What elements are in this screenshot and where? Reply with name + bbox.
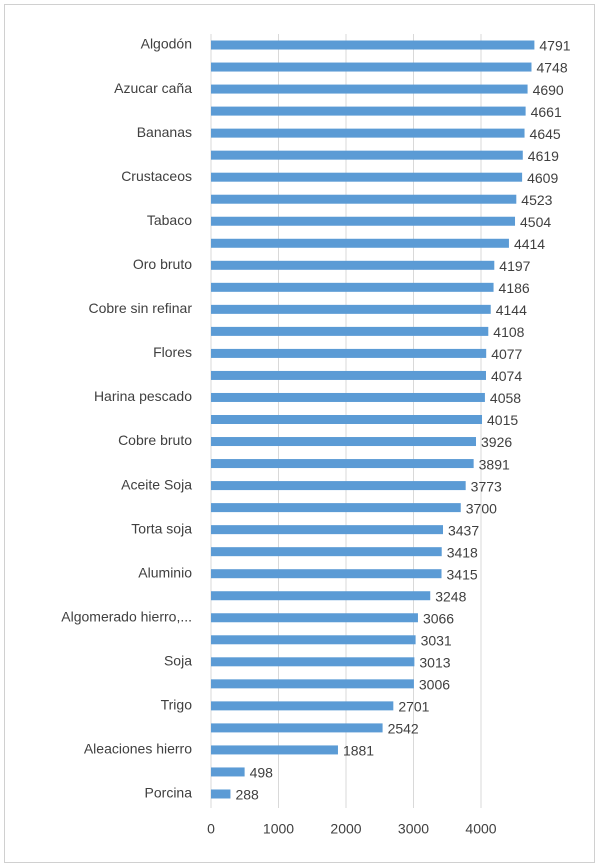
y-tick-label: Azucar caña — [114, 80, 192, 96]
y-tick-label: Flores — [153, 344, 192, 360]
data-label: 4414 — [514, 236, 545, 252]
bar — [211, 62, 532, 72]
data-label: 498 — [250, 765, 274, 781]
x-tick-label: 4000 — [465, 821, 496, 837]
bar — [211, 194, 517, 204]
bar — [211, 701, 394, 711]
bar — [211, 84, 528, 94]
data-label: 4609 — [527, 170, 558, 186]
bar — [211, 260, 495, 270]
x-tick-label: 1000 — [263, 821, 294, 837]
y-tick-label: Tabaco — [147, 212, 192, 228]
bar — [211, 503, 461, 513]
data-label: 3700 — [466, 500, 497, 516]
y-tick-label: Cobre bruto — [118, 432, 192, 448]
data-label: 4077 — [491, 346, 522, 362]
data-label: 4690 — [533, 82, 564, 98]
bar — [211, 415, 483, 424]
bar — [211, 40, 535, 50]
bar — [211, 789, 231, 799]
data-label: 4523 — [521, 192, 552, 208]
data-label: 3437 — [448, 522, 479, 538]
bar — [211, 525, 443, 535]
data-label: 3013 — [419, 655, 450, 671]
y-tick-label: Oro bruto — [133, 256, 192, 272]
x-tick-label: 3000 — [398, 821, 429, 837]
bar — [211, 547, 442, 557]
y-tick-label: Porcina — [145, 785, 193, 801]
y-tick-label: Aluminio — [138, 564, 192, 580]
bar — [211, 106, 526, 116]
data-label: 2701 — [398, 699, 429, 715]
x-tick-label: 2000 — [330, 821, 361, 837]
data-label: 4791 — [539, 38, 570, 54]
bar — [211, 481, 466, 491]
bar — [211, 723, 383, 733]
data-label: 4748 — [536, 60, 567, 76]
data-label: 3415 — [447, 566, 478, 582]
data-label: 3891 — [479, 456, 510, 472]
x-tick-label: 0 — [207, 821, 215, 837]
data-label: 4661 — [531, 104, 562, 120]
bar — [211, 657, 415, 667]
data-label: 4108 — [493, 324, 524, 340]
data-label: 4619 — [528, 148, 559, 164]
data-label: 4186 — [499, 280, 530, 296]
bar — [211, 326, 489, 336]
y-tick-label: Torta soja — [131, 520, 192, 536]
data-label: 2542 — [388, 721, 419, 737]
bar — [211, 172, 523, 182]
y-tick-label: Aleaciones hierro — [84, 741, 192, 757]
bar — [211, 392, 485, 402]
data-label: 4197 — [499, 258, 530, 274]
chart-frame — [4, 4, 595, 863]
bar — [211, 304, 491, 314]
bar — [211, 459, 474, 469]
y-tick-label: Cobre sin refinar — [89, 300, 193, 316]
bar — [211, 569, 442, 579]
y-tick-label: Trigo — [161, 697, 193, 713]
data-label: 3773 — [471, 478, 502, 494]
y-tick-label: Crustaceos — [121, 168, 192, 184]
data-label: 4504 — [520, 214, 551, 230]
bar — [211, 282, 494, 292]
bar — [211, 216, 516, 226]
data-label: 4074 — [491, 368, 522, 384]
bar — [211, 348, 487, 358]
bar — [211, 591, 431, 601]
data-label: 4645 — [530, 126, 561, 142]
data-label: 1881 — [343, 743, 374, 759]
y-tick-label: Algomerado hierro,... — [61, 608, 192, 624]
bar — [211, 745, 338, 755]
bar — [211, 128, 525, 138]
bar — [211, 150, 523, 160]
data-label: 288 — [235, 787, 259, 803]
bar — [211, 613, 418, 623]
data-label: 3066 — [423, 610, 454, 626]
y-tick-label: Algodón — [141, 36, 192, 52]
bar — [211, 767, 245, 777]
y-tick-label: Bananas — [137, 124, 192, 140]
data-label: 4144 — [496, 302, 527, 318]
y-tick-label: Harina pescado — [94, 388, 192, 404]
data-label: 3248 — [435, 588, 466, 604]
data-label: 3006 — [419, 677, 450, 693]
y-tick-label: Aceite Soja — [121, 476, 192, 492]
bar — [211, 437, 477, 447]
y-tick-label: Soja — [164, 653, 192, 669]
data-label: 3418 — [447, 544, 478, 560]
bar — [211, 370, 486, 380]
data-label: 3031 — [421, 632, 452, 648]
bar — [211, 238, 509, 248]
data-label: 4015 — [487, 412, 518, 428]
data-label: 3926 — [481, 434, 512, 450]
bar — [211, 635, 416, 645]
bar — [211, 679, 414, 689]
data-label: 4058 — [490, 390, 521, 406]
